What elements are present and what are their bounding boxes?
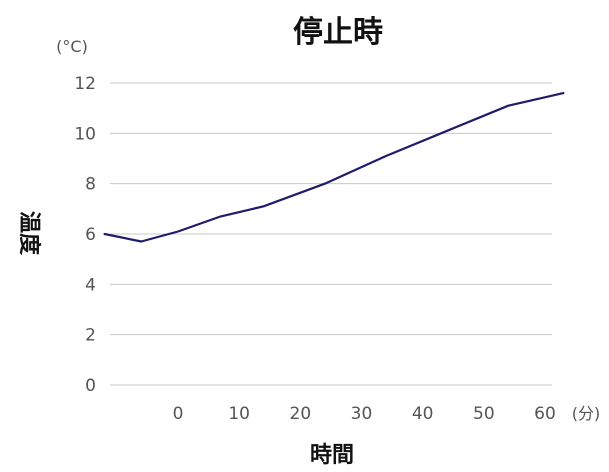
y-tick-label: 0 [85,376,96,396]
temperature-series-line [103,91,565,243]
x-axis-unit: (分) [572,404,601,423]
x-axis-title: 時間 [310,443,354,468]
x-tick-label: 40 [412,404,434,424]
y-tick-label: 2 [85,326,96,346]
y-tick-label: 12 [74,74,96,94]
x-tick-labels: 0 10 20 30 40 50 60 [173,404,556,424]
x-tick-label: 60 [534,404,556,424]
y-tick-label: 10 [74,124,96,144]
x-tick-label: 30 [351,404,373,424]
x-tick-label: 20 [290,404,312,424]
y-tick-label: 6 [85,225,96,245]
y-axis-title: 温度 [16,211,42,256]
y-tick-label: 8 [85,175,96,195]
chart-title: 停止時 [293,15,383,50]
x-tick-label: 0 [173,404,184,424]
y-tick-label: 4 [85,275,96,295]
grid-lines [110,82,552,386]
y-tick-labels: 0 2 4 6 8 10 12 [74,74,96,396]
y-axis-unit: (°C) [56,37,88,56]
series-layer [103,91,565,243]
x-tick-label: 50 [473,404,495,424]
x-tick-label: 10 [228,404,250,424]
